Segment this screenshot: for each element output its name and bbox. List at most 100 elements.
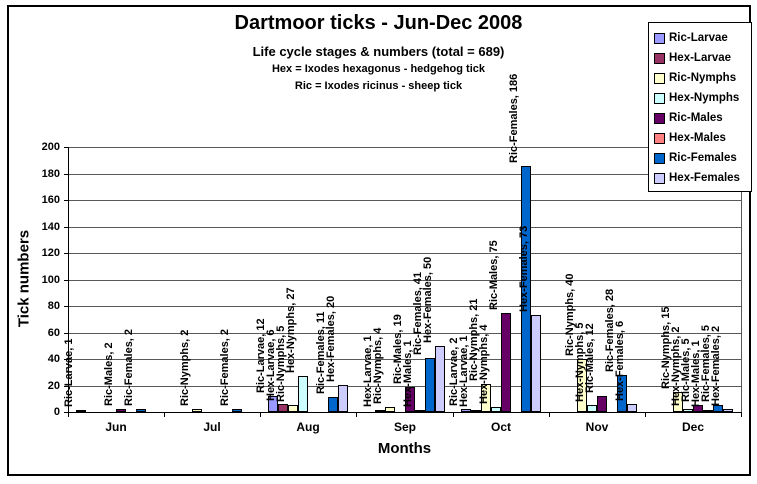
x-tick-3 — [356, 412, 357, 417]
ric-nymphs-swatch-icon — [654, 72, 665, 84]
legend-item-hex-females: Hex-Females — [654, 168, 751, 188]
legend-label: Ric-Females — [669, 152, 737, 164]
y-tick-120 — [64, 253, 68, 254]
bar-label-ric-males-jun: Ric-Males, 2 — [103, 342, 115, 406]
legend-item-ric-nymphs: Ric-Nymphs — [654, 68, 751, 88]
bar-ric-males-nov — [597, 396, 607, 412]
bar-hex-nymphs-dec — [683, 409, 693, 412]
bar-ric-females-dec — [713, 405, 723, 412]
gridline-20 — [68, 386, 741, 387]
bar-ric-females-aug — [328, 397, 338, 412]
bar-label-hex-nymphs-oct: Hex-Nymphs, 4 — [478, 324, 490, 404]
y-tick-0 — [64, 412, 68, 413]
bar-label-hex-females-nov: Hex-Females, 6 — [614, 320, 626, 401]
bar-hex-females-dec — [723, 409, 733, 412]
bar-label-ric-males-nov: Ric-Males, 12 — [584, 323, 596, 393]
gridline-180 — [68, 174, 741, 175]
y-tick-label: 80 — [47, 300, 60, 312]
bar-label-ric-larvae-jun: Ric-Larvae, 1 — [63, 338, 75, 407]
bar-ric-males-jun — [116, 409, 126, 412]
y-tick-label: 200 — [41, 141, 60, 153]
x-tick-label-jun: Jun — [105, 420, 127, 434]
bar-hex-males-sep — [415, 410, 425, 412]
y-tick-180 — [64, 174, 68, 175]
legend-label: Ric-Males — [669, 112, 723, 124]
x-axis-line — [68, 412, 742, 413]
chart-note-ric: Ric = Ixodes ricinus - sheep tick — [294, 80, 463, 92]
x-tick-6 — [645, 412, 646, 417]
legend-item-hex-nymphs: Hex-Nymphs — [654, 88, 751, 108]
bar-hex-females-sep — [435, 346, 445, 412]
bar-hex-larvae-aug — [278, 404, 288, 412]
x-axis-title: Months — [377, 440, 432, 457]
legend-label: Hex-Males — [669, 132, 726, 144]
y-tick-160 — [64, 200, 68, 201]
ric-larvae-swatch-icon — [654, 32, 665, 44]
bar-ric-nymphs-oct — [481, 384, 491, 412]
bar-hex-nymphs-aug — [298, 376, 308, 412]
chart-note-hex: Hex = Ixodes hexagonus - hedgehog tick — [271, 63, 486, 75]
bar-ric-males-dec — [693, 405, 703, 412]
y-tick-label: 140 — [41, 221, 60, 233]
bar-label-hex-females-sep: Hex-Females, 50 — [422, 256, 434, 343]
ric-males-swatch-icon — [654, 112, 665, 124]
bar-hex-males-dec — [703, 410, 713, 412]
legend-label: Ric-Larvae — [669, 32, 728, 44]
legend-label: Hex-Larvae — [669, 52, 732, 64]
bar-label-hex-females-oct: Hex-Females, 73 — [518, 225, 530, 312]
chart-subtitle: Life cycle stages & numbers (total = 689… — [252, 44, 505, 59]
bar-label-ric-males-oct: Ric-Males, 75 — [488, 240, 500, 310]
legend-item-ric-males: Ric-Males — [654, 108, 751, 128]
legend-label: Ric-Nymphs — [669, 72, 737, 84]
y-tick-label: 20 — [47, 380, 60, 392]
x-tick-label-sep: Sep — [393, 420, 416, 434]
hex-males-swatch-icon — [654, 132, 665, 144]
bar-ric-nymphs-sep — [385, 407, 395, 412]
bar-ric-females-nov — [617, 375, 627, 412]
legend-item-hex-males: Hex-Males — [654, 128, 751, 148]
chart-title: Dartmoor ticks - Jun-Dec 2008 — [234, 12, 523, 34]
gridline-80 — [68, 306, 741, 307]
y-tick-140 — [64, 227, 68, 228]
gridline-120 — [68, 253, 741, 254]
bar-hex-larvae-sep — [375, 410, 385, 412]
y-tick-label: 100 — [41, 274, 60, 286]
bar-ric-males-oct — [501, 313, 511, 412]
bar-ric-nymphs-dec — [673, 392, 683, 412]
bar-label-ric-females-jul: Ric-Females, 2 — [219, 328, 231, 406]
x-tick-label-dec: Dec — [681, 420, 704, 434]
x-tick-2 — [260, 412, 261, 417]
gridline-100 — [68, 280, 741, 281]
y-tick-100 — [64, 280, 68, 281]
x-tick-5 — [549, 412, 550, 417]
legend-item-hex-larvae: Hex-Larvae — [654, 48, 751, 68]
plot-right-border — [741, 147, 742, 412]
y-tick-80 — [64, 306, 68, 307]
y-tick-label: 60 — [47, 327, 60, 339]
chart-border — [7, 5, 751, 476]
bar-hex-nymphs-oct — [491, 407, 501, 412]
y-tick-40 — [64, 359, 68, 360]
y-tick-label: 0 — [53, 406, 60, 418]
x-tick-label-aug: Aug — [296, 420, 320, 434]
gridline-200 — [68, 147, 741, 148]
y-tick-label: 120 — [41, 247, 60, 259]
bar-label-ric-nymphs-jul: Ric-Nymphs, 2 — [179, 329, 191, 406]
bar-hex-nymphs-nov — [587, 405, 597, 412]
x-tick-4 — [453, 412, 454, 417]
hex-females-swatch-icon — [654, 172, 665, 184]
hex-larvae-swatch-icon — [654, 52, 665, 64]
bar-ric-larvae-jun — [76, 410, 86, 412]
legend: Ric-Larvae Hex-Larvae Ric-Nymphs Hex-Nymphs… — [648, 22, 752, 192]
ric-females-swatch-icon — [654, 152, 665, 164]
bar-hex-females-aug — [338, 385, 348, 412]
hex-nymphs-swatch-icon — [654, 92, 665, 104]
bar-ric-larvae-aug — [268, 396, 278, 412]
bar-ric-females-jun — [136, 409, 146, 412]
bar-ric-nymphs-nov — [577, 359, 587, 412]
bar-label-hex-females-dec: Hex-Females, 2 — [710, 325, 722, 406]
y-tick-60 — [64, 333, 68, 334]
gridline-60 — [68, 333, 741, 334]
bar-ric-larvae-oct — [461, 409, 471, 412]
